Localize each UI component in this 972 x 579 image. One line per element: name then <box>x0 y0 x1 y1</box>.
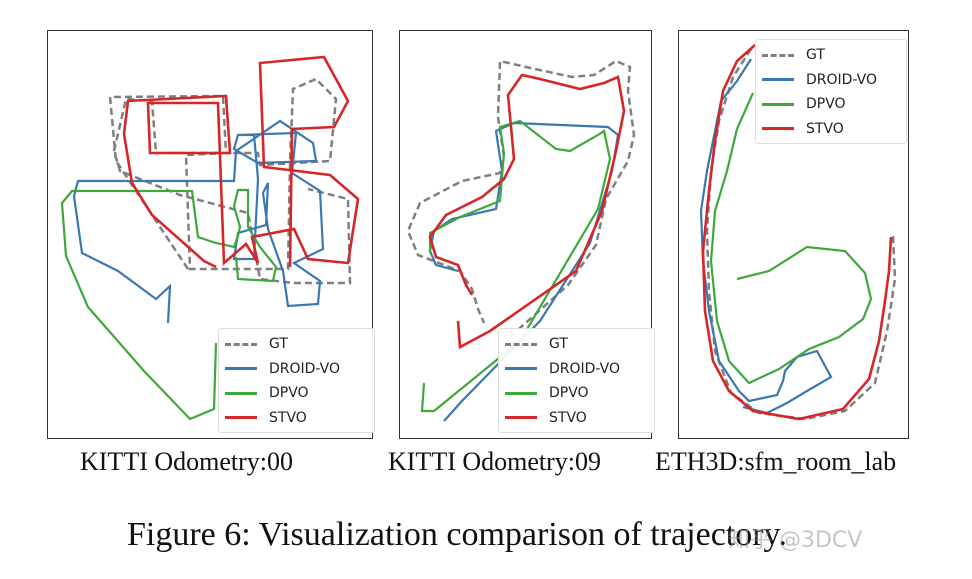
legend-item-dpvo: DPVO <box>762 92 900 117</box>
plot-kitti-09 <box>406 59 636 422</box>
watermark-text: 知乎 @3DCV <box>728 528 863 553</box>
legend-item-dpvo: DPVO <box>225 381 368 406</box>
legend-label-stvo: STVO <box>269 409 307 426</box>
legend-item-gt: GT <box>225 332 368 357</box>
legend: GT DROID-VO DPVO STVO <box>755 39 907 144</box>
legend-label-stvo: STVO <box>549 409 587 426</box>
legend-swatch-stvo <box>225 416 257 420</box>
legend-swatch-droid-vo <box>762 78 794 82</box>
figure-caption: Figure 6: Visualization comparison of tr… <box>127 516 787 553</box>
legend-swatch-dpvo <box>225 391 257 395</box>
legend-swatch-droid-vo <box>505 367 537 371</box>
legend: GT DROID-VO DPVO STVO <box>498 328 655 433</box>
plot-kitti-00 <box>60 55 360 421</box>
trajectory-dpvo <box>420 119 612 413</box>
legend-label-droid-vo: DROID-VO <box>549 360 621 377</box>
legend-label-droid-vo: DROID-VO <box>806 71 878 88</box>
trajectory-dpvo <box>709 92 873 385</box>
legend-swatch-gt <box>505 342 537 346</box>
legend-swatch-dpvo <box>762 102 794 106</box>
plot-panel-eth3d: GT DROID-VO DPVO STVO <box>678 30 909 439</box>
legend-swatch-dpvo <box>505 391 537 395</box>
legend-label-dpvo: DPVO <box>806 96 846 113</box>
trajectory-gt <box>406 59 636 338</box>
legend-item-dpvo: DPVO <box>505 381 648 406</box>
legend-swatch-gt <box>225 342 257 346</box>
legend-label-gt: GT <box>549 336 568 353</box>
legend-item-droid-vo: DROID-VO <box>762 68 900 93</box>
legend-item-droid-vo: DROID-VO <box>225 357 368 382</box>
trajectory-droid <box>699 58 833 415</box>
legend-swatch-stvo <box>762 127 794 131</box>
legend-label-gt: GT <box>806 47 825 64</box>
legend-label-stvo: STVO <box>806 120 844 137</box>
legend-item-gt: GT <box>505 332 648 357</box>
trajectory-dpvo <box>60 188 278 421</box>
trajectory-stvo <box>122 55 360 269</box>
legend-item-stvo: STVO <box>225 406 368 431</box>
subcaption-kitti-09: KITTI Odometry:09 <box>388 447 602 476</box>
plot-panel-kitti-00: GT DROID-VO DPVO STVO <box>47 30 375 439</box>
trajectory-stvo <box>428 73 626 350</box>
subcaption-eth3d: ETH3D:sfm_room_lab <box>655 447 897 476</box>
plot-panel-kitti-09: GT DROID-VO DPVO STVO <box>399 30 655 439</box>
legend-label-droid-vo: DROID-VO <box>269 360 341 377</box>
trajectory-droid <box>72 119 325 324</box>
legend-item-stvo: STVO <box>762 117 900 142</box>
legend-item-gt: GT <box>762 43 900 68</box>
legend-label-dpvo: DPVO <box>549 385 589 402</box>
legend-swatch-stvo <box>505 416 537 420</box>
legend: GT DROID-VO DPVO STVO <box>218 328 375 433</box>
trajectory-stvo <box>701 44 893 421</box>
legend-label-gt: GT <box>269 336 288 353</box>
subcaption-kitti-00: KITTI Odometry:00 <box>80 447 294 476</box>
plot-eth3d <box>699 44 897 421</box>
legend-item-droid-vo: DROID-VO <box>505 357 648 382</box>
legend-item-stvo: STVO <box>505 406 648 431</box>
legend-label-dpvo: DPVO <box>269 385 309 402</box>
legend-swatch-droid-vo <box>225 367 257 371</box>
legend-swatch-gt <box>762 53 794 57</box>
